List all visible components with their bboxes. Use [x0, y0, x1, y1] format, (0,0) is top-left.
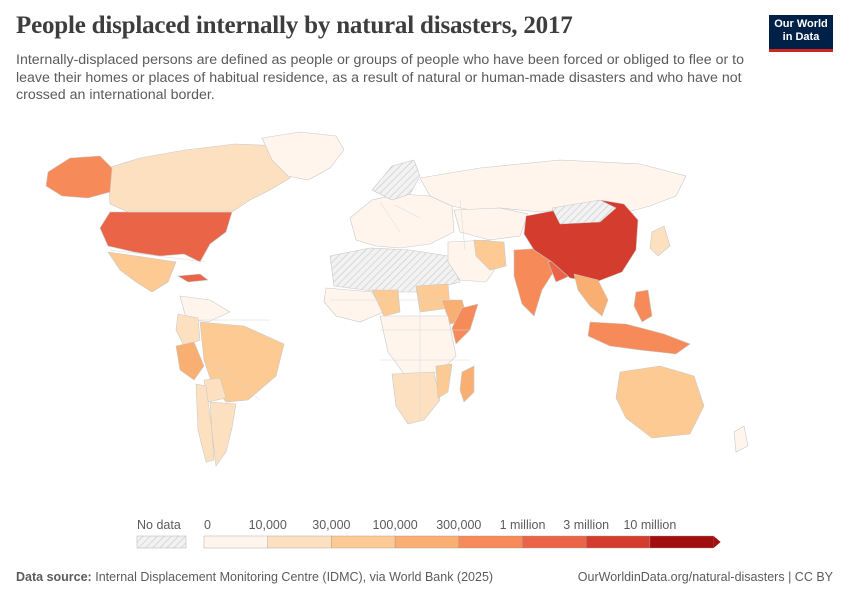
logo-line-2: in Data [782, 31, 820, 43]
legend-label-0: 0 [204, 518, 211, 532]
chart-subtitle: Internally-displaced persons are defined… [16, 52, 744, 103]
legend-label-3: 100,000 [373, 518, 418, 532]
legend-label-7: 10 million [623, 518, 676, 532]
legend-label-5: 1 million [500, 518, 546, 532]
legend-no-data-label: No data [137, 518, 181, 532]
region-australia[interactable] [615, 365, 705, 439]
region-sahara[interactable] [329, 247, 461, 293]
owid-logo[interactable]: Our World in Data [769, 15, 833, 52]
legend-swatch-4 [458, 535, 523, 549]
legend-swatch-7 [649, 535, 714, 549]
legend-label-2: 30,000 [312, 518, 350, 532]
region-west-africa[interactable] [323, 287, 385, 323]
region-iran[interactable] [473, 239, 507, 271]
legend-swatch-6 [586, 535, 651, 549]
footer-url[interactable]: OurWorldinData.org/natural-disasters | C… [577, 570, 833, 584]
world-map[interactable] [0, 110, 850, 510]
legend-arrow-tip [713, 536, 721, 548]
region-europe[interactable] [349, 193, 455, 249]
legend-swatch-5 [522, 535, 587, 549]
region-greenland[interactable] [261, 131, 345, 181]
region-argentina[interactable] [209, 401, 237, 467]
region-peru[interactable] [175, 341, 205, 381]
region-kazakhstan[interactable] [453, 207, 529, 241]
region-cuba[interactable] [177, 273, 209, 283]
legend-swatch-2 [331, 535, 396, 549]
region-russia[interactable] [419, 159, 687, 215]
region-south-america-north[interactable] [179, 295, 231, 323]
logo-line-1: Our World [774, 18, 828, 30]
region-scandinavia[interactable] [371, 159, 421, 201]
map-legend: No data 0 10,000 30,000 100,000 300,000 1 mil… [136, 518, 721, 549]
legend-label-6: 3 million [563, 518, 609, 532]
region-new-zealand[interactable] [733, 425, 749, 453]
legend-label-1: 10,000 [249, 518, 287, 532]
footer-source-label: Data source: [16, 570, 92, 584]
footer-source-text[interactable]: Internal Displacement Monitoring Centre … [95, 570, 494, 584]
region-indonesia[interactable] [587, 321, 691, 355]
region-mozambique[interactable] [435, 363, 453, 399]
legend-swatch-3 [394, 535, 460, 549]
region-niger[interactable] [371, 289, 401, 317]
legend-no-data-swatch [136, 535, 187, 549]
legend-swatch-1 [267, 535, 332, 549]
chart-title: People displaced internally by natural d… [16, 12, 573, 39]
region-madagascar[interactable] [459, 365, 475, 403]
legend-label-4: 300,000 [436, 518, 481, 532]
region-southern-africa[interactable] [391, 371, 441, 425]
region-mongolia[interactable] [551, 199, 617, 225]
region-somalia[interactable] [451, 303, 479, 345]
region-southeast-asia[interactable] [573, 273, 609, 317]
region-united-states[interactable] [99, 211, 233, 263]
region-chile[interactable] [195, 383, 215, 463]
legend-swatch-0 [203, 535, 268, 549]
region-philippines[interactable] [633, 289, 653, 323]
region-japan[interactable] [649, 225, 671, 257]
region-alaska[interactable] [45, 155, 113, 199]
region-mexico[interactable] [107, 251, 177, 293]
region-colombia[interactable] [175, 313, 201, 347]
footer-source: Data source: Internal Displacement Monit… [16, 570, 493, 584]
